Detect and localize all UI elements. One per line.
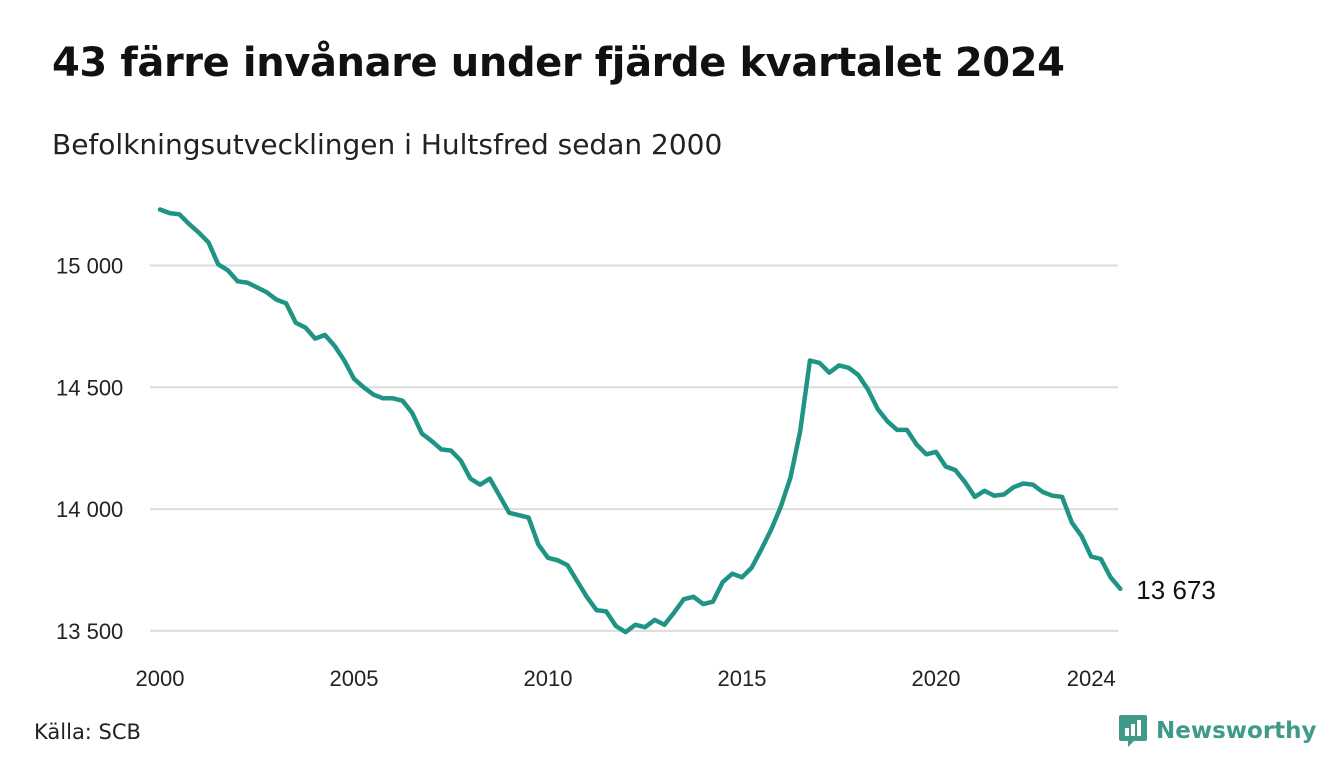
newsworthy-logo-icon xyxy=(1119,715,1147,747)
series-group xyxy=(157,207,1123,635)
gridlines xyxy=(150,264,1118,632)
population-line xyxy=(157,207,1123,635)
y-tick-label: 14 000 xyxy=(56,497,123,522)
end-value-label: 13 673 xyxy=(1136,575,1216,605)
x-axis-ticks: 2000 2005 2010 2015 2020 2024 xyxy=(136,666,1116,691)
y-tick-label: 14 500 xyxy=(56,375,123,400)
chart-subtitle: Befolkningsutvecklingen i Hultsfred seda… xyxy=(52,128,723,161)
x-tick-label: 2010 xyxy=(524,666,573,691)
y-tick-label: 13 500 xyxy=(56,619,123,644)
x-tick-label: 2020 xyxy=(912,666,961,691)
x-tick-label: 2015 xyxy=(718,666,767,691)
x-tick-label: 2024 xyxy=(1067,666,1116,691)
y-tick-label: 15 000 xyxy=(56,254,123,279)
brand-logo: Newsworthy xyxy=(1118,712,1317,750)
x-tick-label: 2000 xyxy=(136,666,185,691)
chart-title: 43 färre invånare under fjärde kvartalet… xyxy=(52,40,1065,86)
y-axis-ticks: 13 500 14 000 14 500 15 000 xyxy=(56,254,123,644)
source-note: Källa: SCB xyxy=(34,720,141,744)
brand-name: Newsworthy xyxy=(1156,718,1317,744)
x-tick-label: 2005 xyxy=(330,666,379,691)
